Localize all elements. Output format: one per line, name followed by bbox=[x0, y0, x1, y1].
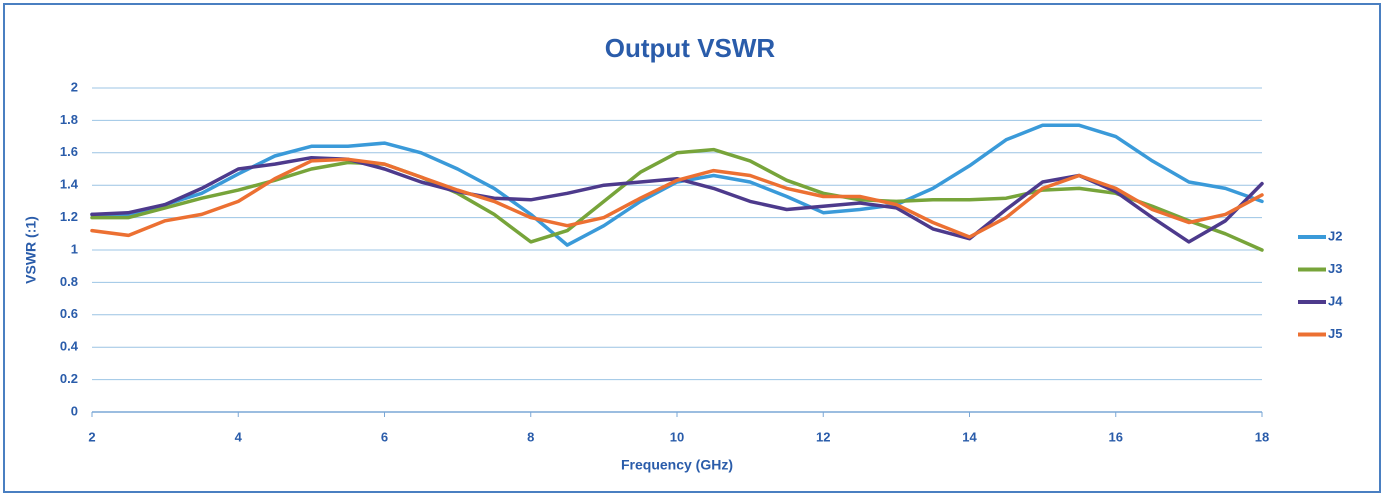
y-tick-label: 1.4 bbox=[60, 177, 79, 192]
x-axis-label: Frequency (GHz) bbox=[621, 457, 733, 473]
x-tick-label: 8 bbox=[527, 429, 534, 444]
chart-title: Output VSWR bbox=[605, 33, 776, 63]
y-tick-label: 1.2 bbox=[60, 209, 78, 224]
y-tick-label: 1.6 bbox=[60, 144, 78, 159]
x-tick-label: 12 bbox=[816, 429, 830, 444]
y-tick-label: 0.2 bbox=[60, 371, 78, 386]
y-tick-label: 0.4 bbox=[60, 339, 79, 354]
legend-label: J2 bbox=[1328, 228, 1342, 243]
x-tick-label: 18 bbox=[1255, 429, 1269, 444]
legend-label: J3 bbox=[1328, 261, 1342, 276]
y-tick-label: 1.8 bbox=[60, 112, 78, 127]
x-tick-label: 4 bbox=[235, 429, 243, 444]
y-tick-label: 0.8 bbox=[60, 274, 78, 289]
y-tick-label: 0.6 bbox=[60, 306, 78, 321]
y-tick-label: 2 bbox=[71, 79, 78, 94]
legend-label: J4 bbox=[1328, 293, 1343, 308]
y-tick-label: 0 bbox=[71, 403, 78, 418]
series-line bbox=[90, 157, 1264, 239]
y-axis-label: VSWR (:1) bbox=[23, 216, 39, 284]
x-tick-label: 6 bbox=[381, 429, 388, 444]
legend-label: J5 bbox=[1328, 326, 1342, 341]
y-tick-label: 1 bbox=[71, 241, 78, 256]
series-line bbox=[90, 147, 1264, 252]
x-tick-label: 10 bbox=[670, 429, 684, 444]
x-tick-label: 2 bbox=[88, 429, 95, 444]
x-tick-label: 16 bbox=[1109, 429, 1123, 444]
x-tick-label: 14 bbox=[962, 429, 977, 444]
chart-frame bbox=[3, 3, 1381, 493]
